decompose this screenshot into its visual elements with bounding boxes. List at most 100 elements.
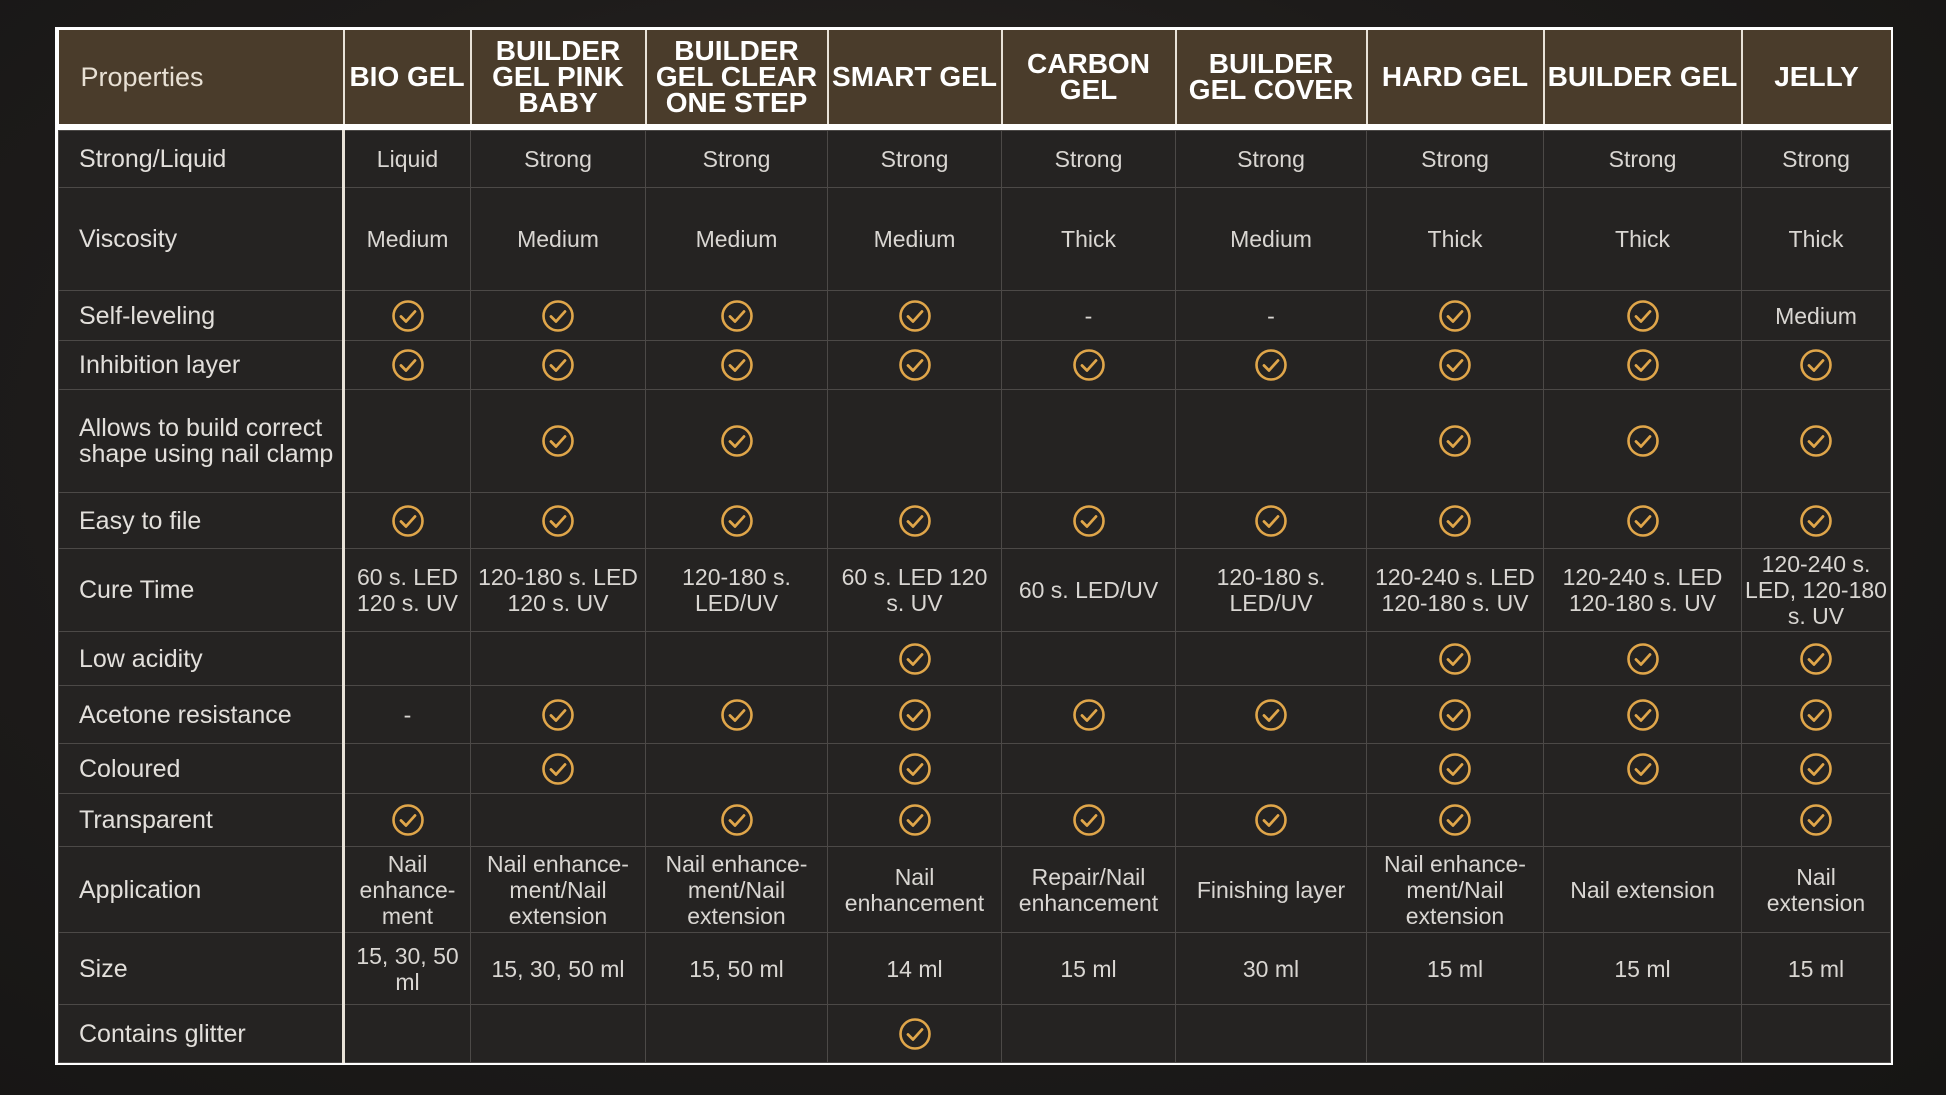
- check-icon: [470, 492, 646, 549]
- empty-cell: [470, 631, 646, 686]
- gel-comparison-table: Properties BIO GEL BUILDER GEL PINK BABY B…: [58, 30, 1891, 1063]
- check-icon: [1741, 389, 1891, 493]
- check-icon: [1543, 631, 1742, 686]
- property-label: Allows to build correct shape using nail…: [58, 389, 345, 493]
- table-cell: Strong: [1741, 130, 1891, 188]
- check-icon: [470, 685, 646, 744]
- table-cell: 15, 50 ml: [645, 932, 828, 1005]
- product-header: HARD GEL: [1365, 30, 1544, 124]
- check-icon: [1366, 290, 1544, 341]
- check-icon: [1001, 793, 1176, 847]
- check-icon: [470, 389, 646, 493]
- table-cell: 15 ml: [1543, 932, 1742, 1005]
- table-cell: 15 ml: [1741, 932, 1891, 1005]
- table-row: Coloured: [58, 743, 1891, 794]
- properties-header: Properties: [58, 30, 344, 124]
- check-icon: [1366, 631, 1544, 686]
- check-icon: [1741, 340, 1891, 390]
- check-icon: [1175, 340, 1367, 390]
- product-header: BUILDER GEL PINK BABY: [469, 30, 646, 124]
- check-icon: [470, 290, 646, 341]
- empty-cell: [645, 1004, 828, 1063]
- check-icon: [1741, 492, 1891, 549]
- empty-cell: [1741, 1004, 1891, 1063]
- header-divider: [58, 124, 1891, 131]
- table-row: Easy to file: [58, 492, 1891, 549]
- empty-cell: [1001, 1004, 1176, 1063]
- check-icon: [1175, 685, 1367, 744]
- check-icon: [827, 290, 1002, 341]
- product-header: BUILDER GEL: [1542, 30, 1742, 124]
- check-icon: [827, 685, 1002, 744]
- table-cell: Nail enhance-ment/Nail extension: [1366, 846, 1544, 933]
- check-icon: [645, 492, 828, 549]
- property-label: Strong/Liquid: [58, 130, 345, 188]
- empty-cell: [470, 1004, 646, 1063]
- table-cell: 15, 30, 50 ml: [470, 932, 646, 1005]
- check-icon: [827, 631, 1002, 686]
- check-icon: [1366, 389, 1544, 493]
- table-cell: Medium: [827, 187, 1002, 291]
- empty-cell: [1366, 1004, 1544, 1063]
- table-row: Size 15, 30, 50 ml 15, 30, 50 ml 15, 50 ml 1…: [58, 932, 1891, 1005]
- empty-cell: [1175, 743, 1367, 794]
- table-cell: Nail enhance-ment: [343, 846, 471, 933]
- check-icon: [645, 389, 828, 493]
- empty-cell: [1001, 743, 1176, 794]
- table-cell: Medium: [343, 187, 471, 291]
- check-icon: [343, 492, 471, 549]
- table-cell: 120-240 s. LED, 120-180 s. UV: [1741, 548, 1891, 632]
- check-icon: [1175, 793, 1367, 847]
- table-cell: 30 ml: [1175, 932, 1367, 1005]
- product-header: BUILDER GEL COVER: [1174, 30, 1367, 124]
- empty-cell: [1001, 631, 1176, 686]
- empty-cell: [1175, 389, 1367, 493]
- table-cell: 15 ml: [1366, 932, 1544, 1005]
- product-header: CARBON GEL: [1000, 30, 1176, 124]
- check-icon: [1001, 492, 1176, 549]
- empty-cell: [343, 389, 471, 493]
- table-cell: Thick: [1366, 187, 1544, 291]
- table-cell: -: [1175, 290, 1367, 341]
- check-icon: [827, 492, 1002, 549]
- check-icon: [1543, 290, 1742, 341]
- table-cell: 60 s. LED 120 s. UV: [343, 548, 471, 632]
- property-label: Size: [58, 932, 345, 1005]
- check-icon: [1175, 492, 1367, 549]
- table-row: Application Nail enhance-ment Nail enhance…: [58, 846, 1891, 933]
- product-header: BUILDER GEL CLEAR ONE STEP: [644, 30, 828, 124]
- property-label: Cure Time: [58, 548, 345, 632]
- table-row: Low acidity: [58, 631, 1891, 686]
- table-cell: Liquid: [343, 130, 471, 188]
- empty-cell: [343, 743, 471, 794]
- check-icon: [1543, 685, 1742, 744]
- table-cell: Strong: [1175, 130, 1367, 188]
- empty-cell: [1543, 793, 1742, 847]
- property-label: Inhibition layer: [58, 340, 345, 390]
- check-icon: [827, 1004, 1002, 1063]
- empty-cell: [827, 389, 1002, 493]
- table-cell: -: [1001, 290, 1176, 341]
- check-icon: [1543, 340, 1742, 390]
- table-row: Viscosity Medium Medium Medium Medium Thick Me…: [58, 187, 1891, 291]
- table-cell: 60 s. LED/UV: [1001, 548, 1176, 632]
- check-icon: [1001, 685, 1176, 744]
- empty-cell: [1001, 389, 1176, 493]
- check-icon: [470, 340, 646, 390]
- check-icon: [827, 340, 1002, 390]
- property-label: Application: [58, 846, 345, 933]
- check-icon: [1366, 685, 1544, 744]
- empty-cell: [645, 743, 828, 794]
- check-icon: [827, 793, 1002, 847]
- table-cell: 15 ml: [1001, 932, 1176, 1005]
- table-cell: Nail enhance-ment/Nail extension: [470, 846, 646, 933]
- check-icon: [1543, 743, 1742, 794]
- table-cell: Repair/Nail enhancement: [1001, 846, 1176, 933]
- check-icon: [645, 290, 828, 341]
- table-cell: 60 s. LED 120 s. UV: [827, 548, 1002, 632]
- table-cell: 14 ml: [827, 932, 1002, 1005]
- property-label: Viscosity: [58, 187, 345, 291]
- table-cell: Strong: [1366, 130, 1544, 188]
- check-icon: [1741, 685, 1891, 744]
- empty-cell: [470, 793, 646, 847]
